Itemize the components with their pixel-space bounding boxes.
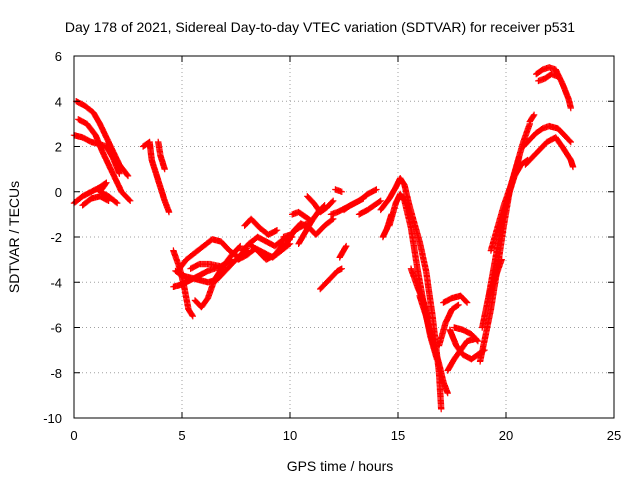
plus-markers	[280, 220, 311, 241]
satellite-track	[191, 242, 244, 311]
satellite-track	[416, 292, 451, 397]
satellite-track	[379, 211, 395, 241]
y-tick-label: 2	[55, 140, 62, 155]
plus-markers	[304, 193, 337, 216]
satellite-track	[139, 138, 173, 216]
satellite-track	[522, 134, 577, 171]
plus-markers	[377, 175, 445, 413]
plus-markers	[340, 186, 380, 214]
x-tick-label: 15	[391, 428, 405, 443]
plus-markers	[479, 156, 531, 331]
satellite-track	[487, 154, 523, 254]
chart-title: Day 178 of 2021, Sidereal Day-to-day VTE…	[65, 19, 575, 35]
satellite-track	[79, 193, 112, 209]
y-tick-label: -2	[50, 230, 62, 245]
y-tick-label: -8	[50, 366, 62, 381]
plus-markers	[139, 138, 173, 216]
satellite-track	[336, 242, 350, 261]
satellite-track	[155, 138, 168, 173]
plus-markers	[355, 197, 384, 218]
satellite-track	[332, 186, 345, 195]
plus-markers	[535, 70, 561, 85]
plus-markers	[332, 186, 345, 195]
satellite-track	[533, 64, 574, 112]
x-tick-label: 10	[283, 428, 297, 443]
plus-markers	[487, 154, 523, 254]
plus-markers	[526, 111, 538, 125]
plus-markers	[522, 134, 577, 171]
grid-lines	[74, 56, 614, 418]
y-tick-label: 0	[55, 185, 62, 200]
axis-ticks: 0 5 10 15 20 25 -10 -8 -6 -4 -2 0 2 4 6	[43, 49, 621, 443]
satellite-track	[451, 324, 482, 345]
plus-markers	[533, 64, 574, 112]
satellite-track	[187, 260, 225, 272]
y-tick-label: -4	[50, 275, 62, 290]
plus-markers	[79, 193, 112, 209]
plus-markers	[155, 138, 168, 173]
plus-markers	[440, 292, 471, 306]
plus-markers	[520, 122, 574, 150]
plus-markers	[70, 179, 121, 207]
satellite-track	[377, 175, 445, 413]
satellite-track	[435, 301, 462, 349]
plus-markers	[191, 242, 244, 311]
satellite-track	[479, 156, 531, 331]
y-tick-label: 4	[55, 94, 62, 109]
satellite-track	[241, 215, 281, 238]
x-tick-label: 25	[607, 428, 621, 443]
satellite-track	[520, 122, 574, 150]
satellite-track	[317, 265, 345, 293]
plus-markers	[485, 256, 505, 299]
plus-markers	[187, 260, 225, 272]
data-marks	[70, 64, 577, 413]
plus-markers	[435, 301, 462, 349]
satellite-track	[304, 193, 337, 216]
satellite-track	[340, 186, 380, 214]
y-tick-label: -6	[50, 321, 62, 336]
y-tick-label: -10	[43, 411, 62, 426]
x-tick-label: 0	[70, 428, 77, 443]
satellite-track	[535, 70, 561, 85]
plus-markers	[379, 211, 395, 241]
plus-markers	[336, 242, 350, 261]
satellite-track	[440, 292, 471, 306]
plus-markers	[241, 215, 281, 238]
plus-markers	[451, 324, 482, 345]
satellite-track	[280, 220, 311, 241]
x-axis-label: GPS time / hours	[287, 458, 394, 474]
x-tick-label: 20	[499, 428, 513, 443]
satellite-track	[485, 256, 505, 299]
x-tick-label: 5	[178, 428, 185, 443]
plus-markers	[317, 265, 345, 293]
y-tick-label: 6	[55, 49, 62, 64]
y-axis-label: SDTVAR / TECUs	[6, 181, 22, 293]
satellite-track	[70, 179, 121, 207]
satellite-track	[526, 111, 538, 125]
plus-markers	[416, 292, 451, 397]
satellite-track	[355, 197, 384, 218]
